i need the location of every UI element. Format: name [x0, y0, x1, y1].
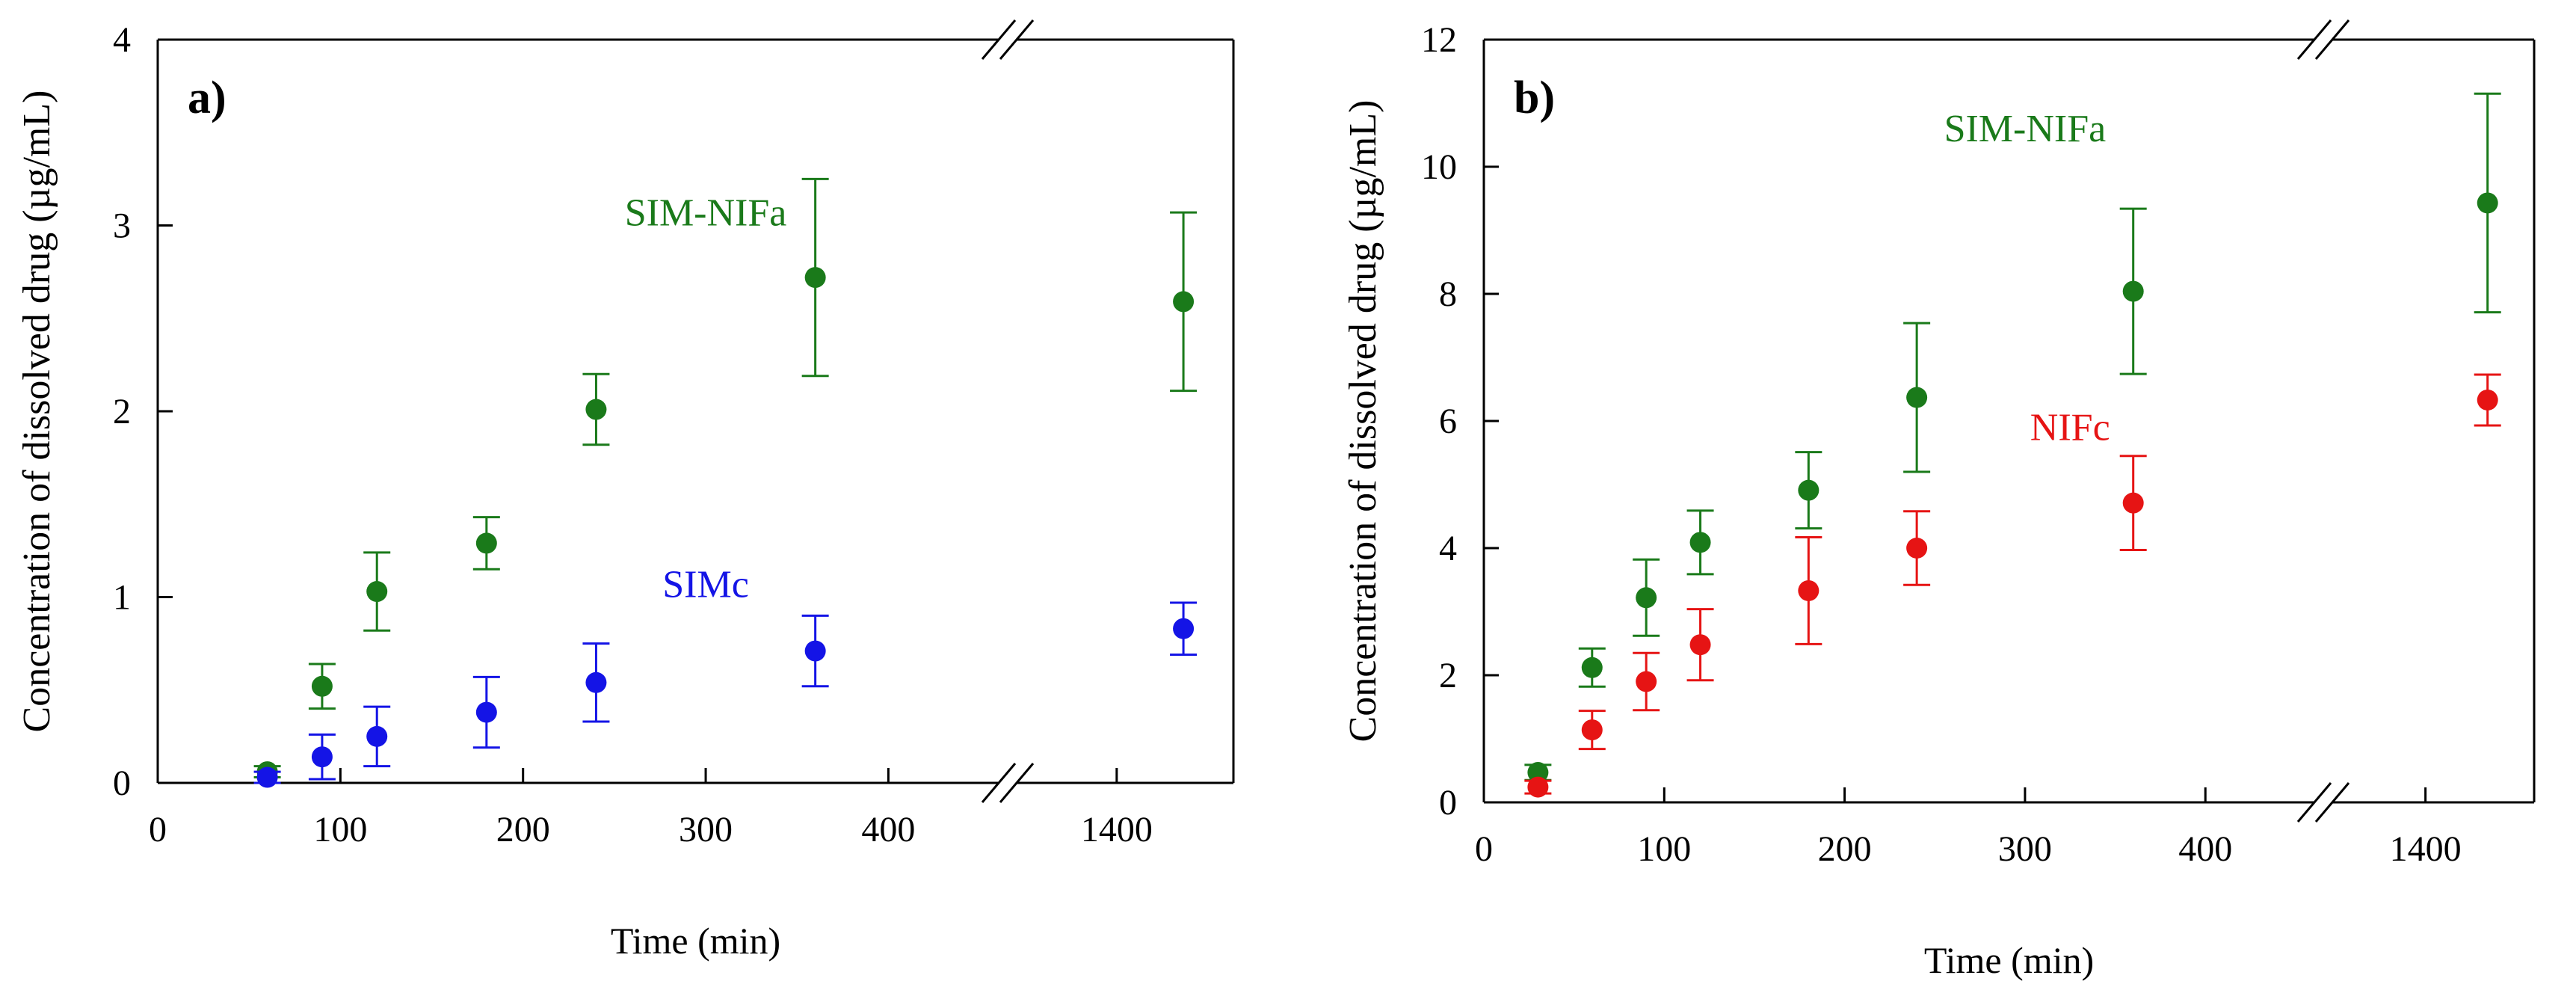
- data-point: [1527, 776, 1549, 798]
- y-tick-label: 8: [1439, 274, 1457, 314]
- x-tick-label: 1400: [1081, 810, 1153, 849]
- panel-b: 0 2 4 6 8 10 12 0 100 200 300 400 1400 Time (min) Conc…: [1342, 19, 2536, 981]
- y-tick-label: 4: [113, 20, 131, 60]
- y-axis: 0 1 2 3 4: [113, 20, 173, 803]
- data-point: [1173, 291, 1195, 313]
- y-tick-label: 1: [113, 578, 131, 618]
- axis-break-top: [2296, 19, 2350, 60]
- data-point: [1581, 719, 1603, 741]
- y-axis-title: Concentration of dissolved drug (µg/mL): [1342, 100, 1384, 743]
- y-axis: 0 2 4 6 8 10 12: [1421, 20, 1499, 823]
- series-sim-nifa: SIM-NIFa: [1524, 92, 2501, 784]
- data-point: [1173, 618, 1195, 639]
- series-sim-nifa: SIM-NIFa: [253, 177, 1198, 783]
- y-tick-label: 12: [1421, 20, 1457, 60]
- panel-label: a): [188, 73, 227, 123]
- axis-break-bottom: [981, 763, 1035, 803]
- x-tick-label: 100: [313, 810, 367, 849]
- data-point: [585, 671, 607, 693]
- data-point: [2122, 280, 2144, 302]
- data-point: [366, 581, 388, 603]
- y-tick-label: 0: [113, 763, 131, 803]
- data-point: [2477, 389, 2498, 411]
- x-tick-label: 300: [1998, 829, 2052, 869]
- x-tick-label: 400: [861, 810, 915, 849]
- y-tick-label: 0: [1439, 783, 1457, 823]
- data-point: [475, 701, 497, 723]
- x-tick-label: 100: [1637, 829, 1691, 869]
- series-label: SIM-NIFa: [1944, 108, 2107, 150]
- y-axis-title: Concentration of dissolved drug (µg/mL): [16, 90, 58, 733]
- y-tick-label: 4: [1439, 529, 1457, 568]
- y-tick-label: 6: [1439, 402, 1457, 441]
- series-label: NIFc: [2030, 407, 2110, 449]
- data-point: [2477, 192, 2498, 214]
- x-tick-label: 1400: [2390, 829, 2462, 869]
- series-nifc: NIFc: [1524, 373, 2501, 798]
- data-point: [311, 746, 333, 768]
- data-point: [804, 640, 826, 662]
- data-point: [1906, 538, 1928, 559]
- x-axis: 0 100 200 300 400 1400: [1475, 787, 2462, 869]
- plot-frame: [156, 38, 1235, 784]
- x-tick-label: 0: [1475, 829, 1493, 869]
- data-point: [2122, 492, 2144, 514]
- data-point: [1636, 587, 1657, 609]
- series-label: SIM-NIFa: [625, 192, 787, 235]
- y-tick-label: 2: [1439, 656, 1457, 695]
- x-tick-label: 0: [149, 810, 167, 849]
- panel-a: 0 1 2 3 4 0 100 200 300 400 1400 Time (min) Concentr…: [16, 19, 1235, 962]
- x-tick-label: 400: [2178, 829, 2232, 869]
- data-point: [475, 532, 497, 554]
- axis-break-top: [981, 19, 1035, 60]
- data-point: [1798, 479, 1819, 501]
- data-point: [256, 766, 278, 788]
- series-label: SIMc: [662, 564, 749, 606]
- data-point: [804, 267, 826, 289]
- x-tick-label: 200: [496, 810, 550, 849]
- data-point: [1527, 762, 1549, 784]
- x-tick-label: 300: [679, 810, 733, 849]
- y-tick-label: 2: [113, 392, 131, 431]
- y-tick-label: 3: [113, 206, 131, 246]
- data-point: [1906, 387, 1928, 408]
- series-simc: SIMc: [253, 564, 1198, 788]
- x-axis-title: Time (min): [1924, 939, 2094, 981]
- data-point: [585, 399, 607, 420]
- data-point: [1798, 580, 1819, 601]
- data-point: [366, 725, 388, 747]
- data-point: [311, 675, 333, 697]
- data-point: [1581, 657, 1603, 678]
- x-axis-title: Time (min): [611, 920, 780, 962]
- x-tick-label: 200: [1818, 829, 1872, 869]
- data-point: [1636, 671, 1657, 692]
- data-point: [1689, 634, 1711, 656]
- panel-label: b): [1514, 73, 1555, 123]
- axis-break-bottom: [2296, 782, 2350, 823]
- x-axis: 0 100 200 300 400 1400: [149, 768, 1153, 849]
- data-point: [1689, 532, 1711, 553]
- y-tick-label: 10: [1421, 147, 1457, 187]
